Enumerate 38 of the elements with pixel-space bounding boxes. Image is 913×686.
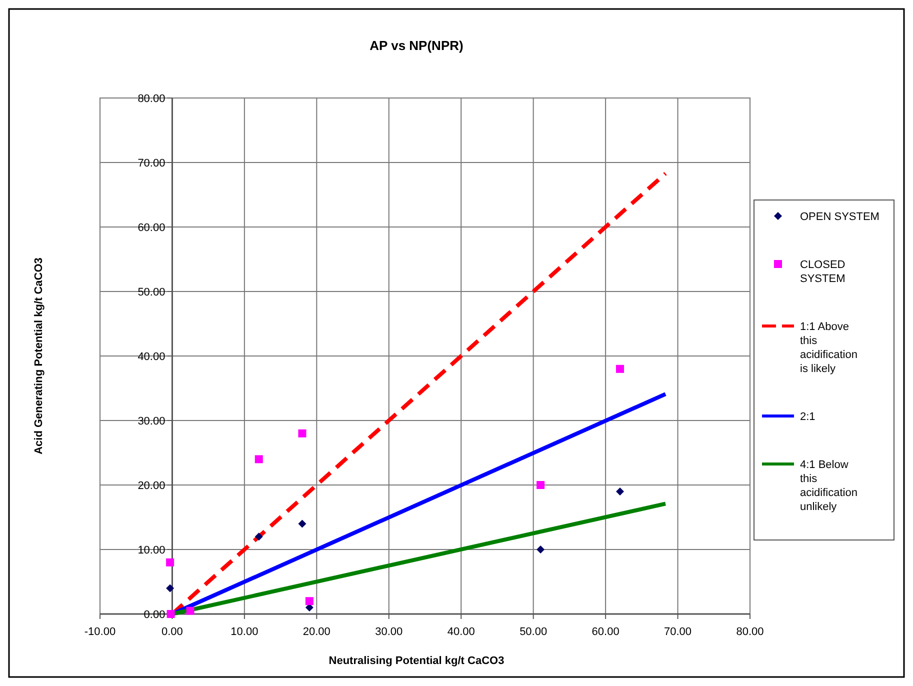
point: [298, 520, 306, 528]
chart-title: AP vs NP(NPR): [370, 38, 464, 53]
point: [305, 597, 314, 606]
x-tick-label: 50.00: [520, 626, 548, 638]
legend-label: 1:1 Above this acidification is likely: [800, 321, 858, 375]
point: [186, 606, 194, 615]
x-tick-label: 30.00: [375, 626, 403, 638]
point: [616, 364, 624, 373]
legend-label: CLOSED SYSTEM: [800, 259, 846, 285]
y-tick-label: 30.00: [138, 416, 166, 428]
x-tick-label: 80.00: [736, 626, 764, 638]
x-tick-label: -10.00: [84, 626, 116, 638]
y-tick-label: 50.00: [138, 286, 166, 298]
y-tick-label: 40.00: [138, 351, 166, 363]
y-tick-label: 80.00: [138, 93, 166, 105]
point: [536, 546, 545, 554]
legend-label: 4:1 Below this acidification unlikely: [800, 459, 858, 513]
x-tick-label: 40.00: [447, 626, 475, 638]
y-tick-label: 10.00: [138, 544, 166, 556]
x-tick-label: 20.00: [302, 626, 330, 638]
point: [254, 455, 263, 464]
point: [254, 532, 263, 541]
y-tick-label: 60.00: [138, 222, 166, 234]
y-axis-title: Acid Generating Potential kg/t CaCO3: [33, 258, 45, 454]
y-tick-label: 20.00: [138, 480, 166, 492]
point: [298, 429, 306, 438]
point: [616, 487, 624, 496]
legend-label: 2:1: [800, 411, 816, 423]
x-axis-title: Neutralising Potential kg/t CaCO3: [328, 655, 504, 667]
y-tick-label: 70.00: [138, 158, 166, 170]
point: [166, 558, 174, 566]
point: [536, 481, 545, 489]
x-tick-label: 70.00: [664, 626, 692, 638]
x-tick-label: 0.00: [162, 626, 183, 638]
point: [166, 584, 174, 592]
legend-label: OPEN SYSTEM: [800, 211, 880, 223]
x-tick-label: 10.00: [230, 626, 258, 638]
x-tick-label: 60.00: [592, 626, 620, 638]
